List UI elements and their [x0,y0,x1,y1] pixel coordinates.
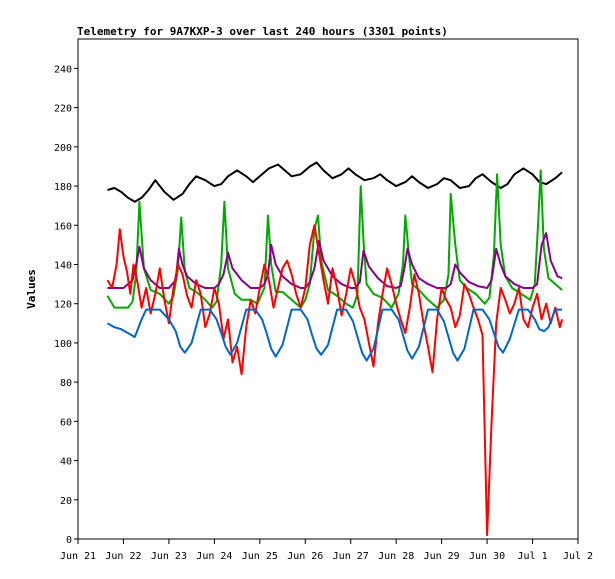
y-tick-label: 20 [60,496,72,507]
y-tick-label: 180 [54,182,72,193]
chart-title: Telemetry for 9A7KXP-3 over last 240 hou… [77,25,448,38]
x-axis: Jun 21 Jun 22 Jun 23 Jun 24 Jun 25 Jun 26 Jun … [60,539,593,562]
y-tick-label: 140 [54,260,72,271]
y-tick-label: 200 [54,143,72,154]
x-tick-label: Jun 23 [151,551,187,562]
x-tick-label: Jun 28 [378,551,414,562]
x-tick-label: Jun 27 [333,551,369,562]
y-axis: 0 20 40 60 80 100 120 140 160 180 200 220 240 [54,64,78,546]
x-tick-label: Jun 25 [242,551,278,562]
x-tick-label: Jun 26 [287,551,323,562]
y-tick-label: 40 [60,457,72,468]
y-tick-label: 220 [54,104,72,115]
x-tick-label: Jun 24 [196,551,232,562]
y-tick-label: 120 [54,300,72,311]
series-line-5 [107,308,563,362]
y-axis-label: Values [25,269,38,309]
x-tick-label: Jun 22 [105,551,141,562]
x-tick-label: Jul 1 [517,551,547,562]
x-tick-label: Jun 30 [469,551,505,562]
series-group [106,161,564,537]
plot-frame [77,38,579,540]
x-tick-label: Jun 21 [60,551,96,562]
x-tick-label: Jul 2 [563,551,593,562]
series-line-4 [106,224,564,537]
y-tick-label: 160 [54,221,72,232]
y-tick-label: 80 [60,378,72,389]
y-tick-label: 240 [54,64,72,75]
series-line-1 [107,161,563,203]
y-tick-label: 0 [66,535,72,546]
y-tick-label: 60 [60,417,72,428]
series-line-3 [107,232,563,289]
x-tick-label: Jun 29 [424,551,460,562]
y-tick-label: 100 [54,339,72,350]
